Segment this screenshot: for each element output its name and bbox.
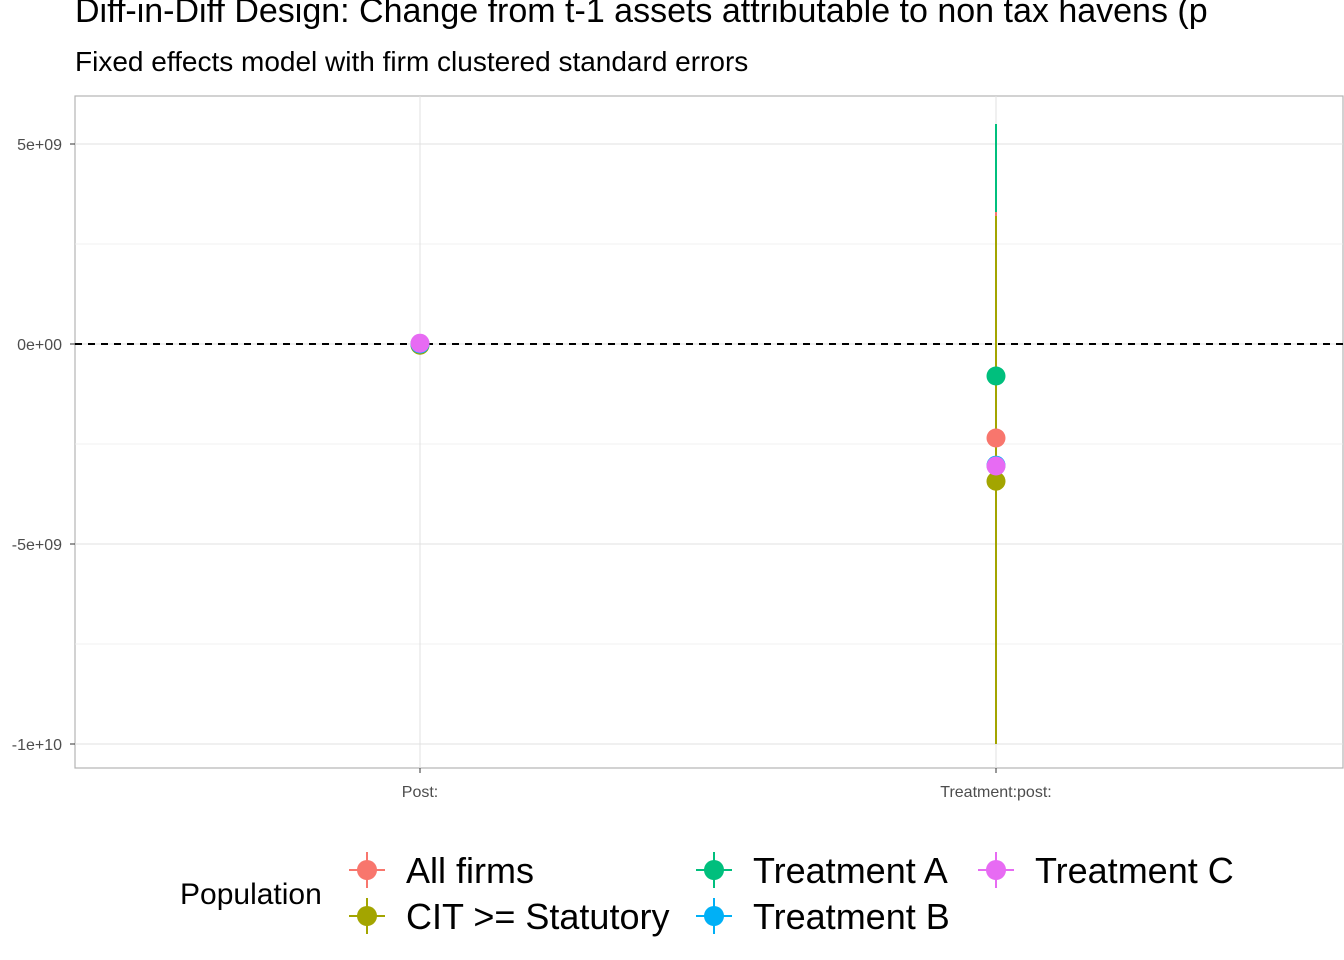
grid-layer xyxy=(74,95,1344,769)
axis-layer: -1e+10 -5e+09 0e+00 5e+09 Post: Treatment:pos… xyxy=(12,137,1052,801)
legend-label: CIT >= Statutory xyxy=(406,896,669,937)
y-tick-label: 0e+00 xyxy=(17,337,62,354)
chart-subtitle: Fixed effects model with firm clustered … xyxy=(75,46,749,77)
panel-border xyxy=(74,95,1344,769)
data-point xyxy=(986,366,1006,386)
legend-item: Treatment B xyxy=(696,896,950,937)
legend-item: Treatment C xyxy=(978,850,1234,891)
x-tick-label: Treatment:post: xyxy=(940,784,1051,801)
points-layer xyxy=(410,333,1006,491)
legend-label: Treatment A xyxy=(753,850,948,891)
legend-key-point xyxy=(704,860,724,880)
legend-key-point xyxy=(704,906,724,926)
legend-label: All firms xyxy=(406,850,534,891)
y-tick-label: -1e+10 xyxy=(12,737,62,754)
legend-label: Treatment B xyxy=(753,896,950,937)
legend-title: Population xyxy=(180,878,322,911)
chart-title: Diff-in-Diff Design: Change from t-1 ass… xyxy=(75,0,1208,30)
data-point xyxy=(986,428,1006,448)
legend-key-point xyxy=(357,860,377,880)
legend-key-point xyxy=(986,860,1006,880)
legend-item: CIT >= Statutory xyxy=(349,896,669,937)
data-point xyxy=(410,333,430,353)
x-tick-label: Post: xyxy=(402,784,438,801)
legend-label: Treatment C xyxy=(1035,850,1234,891)
legend-key-point xyxy=(357,906,377,926)
legend: Population All firms CIT >= Statutory Treat… xyxy=(180,850,1234,937)
data-point xyxy=(986,471,1006,491)
legend-item: All firms xyxy=(349,850,534,891)
data-point xyxy=(986,456,1006,476)
legend-item: Treatment A xyxy=(696,850,948,891)
y-tick-label: -5e+09 xyxy=(12,537,62,554)
y-tick-label: 5e+09 xyxy=(17,137,62,154)
